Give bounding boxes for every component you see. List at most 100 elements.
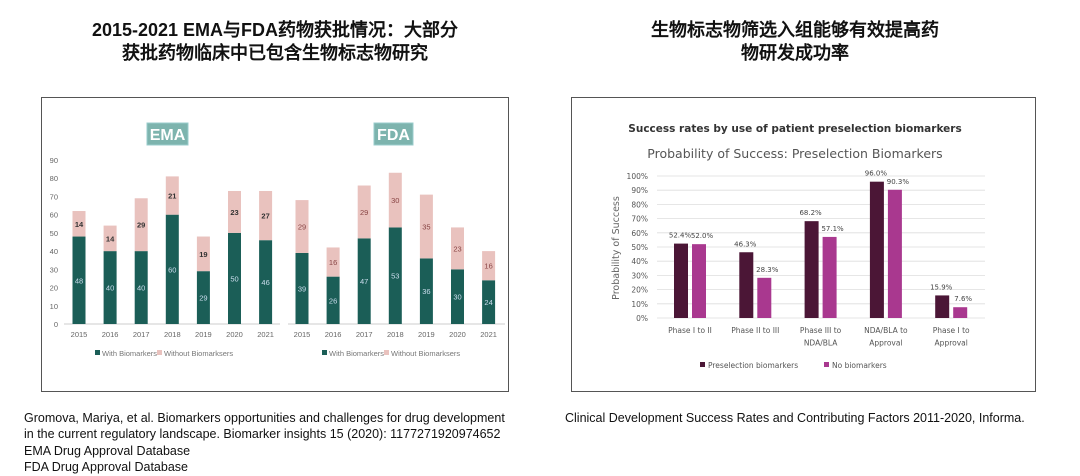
caption-line: FDA Drug Approval Database	[24, 459, 188, 474]
y-tick-label: 10%	[631, 300, 648, 309]
chart-header: Success rates by use of patient preselec…	[628, 123, 961, 135]
data-label: 40	[137, 284, 145, 293]
left-caption: Gromova, Mariya, et al. Biomarkers oppor…	[24, 410, 505, 475]
x-tick-label: Approval	[935, 339, 968, 348]
caption-line: EMA Drug Approval Database	[24, 443, 191, 458]
right-title: 生物标志物筛选入组能够有效提高药 物研发成功率	[570, 19, 1020, 65]
bar-without-biomarkers	[451, 227, 464, 270]
data-label: 90.3%	[887, 178, 910, 186]
caption-line: in the current regulatory landscape. Bio…	[24, 427, 501, 442]
bar-preselection	[804, 221, 819, 318]
legend-swatch	[700, 362, 705, 367]
y-tick-label: 100%	[627, 172, 648, 181]
data-label: 7.6%	[954, 295, 972, 303]
panel-badge-label: EMA	[150, 127, 186, 144]
x-tick-label: NDA/BLA	[804, 339, 838, 348]
x-tick-label: 2016	[325, 330, 342, 339]
x-tick-label: 2019	[195, 330, 212, 339]
bar-with-biomarkers	[165, 214, 179, 324]
bar-with-biomarkers	[419, 258, 433, 324]
legend-label: With Biomarkers	[102, 349, 157, 358]
y-tick-label: 0%	[636, 314, 648, 323]
bar-without-biomarkers	[326, 247, 340, 277]
x-tick-label: Phase I to II	[668, 326, 712, 335]
x-tick-label: 2018	[164, 330, 181, 339]
right-title-line: 生物标志物筛选入组能够有效提高药	[651, 20, 939, 40]
y-tick-label: 80%	[631, 200, 648, 209]
y-tick-label: 50%	[631, 243, 648, 252]
bar-with-biomarkers	[196, 271, 210, 324]
y-axis-label: Probability of Success	[611, 196, 622, 300]
data-label: 27	[261, 212, 269, 221]
x-tick-label: NDA/BLA to	[864, 326, 908, 335]
data-label: 46.3%	[734, 240, 757, 248]
bar-no-biomarkers	[757, 277, 772, 318]
x-tick-label: Phase II to III	[731, 326, 779, 335]
data-label: 19	[199, 250, 207, 259]
panel-badge-label: FDA	[377, 127, 410, 144]
data-label: 16	[484, 262, 492, 271]
bar-without-biomarkers	[388, 172, 402, 228]
bar-without-biomarkers	[103, 225, 117, 252]
x-tick-label: 2018	[387, 330, 404, 339]
bar-with-biomarkers	[451, 269, 464, 324]
bar-without-biomarkers	[357, 185, 371, 239]
x-tick-label: 2021	[480, 330, 497, 339]
bar-without-biomarkers	[295, 200, 309, 253]
data-label: 96.0%	[865, 170, 888, 178]
y-tick-label: 40	[50, 247, 58, 256]
data-label: 24	[484, 298, 492, 307]
legend-swatch	[95, 350, 100, 355]
data-label: 30	[453, 293, 461, 302]
legend-swatch	[157, 350, 162, 355]
x-tick-label: 2015	[294, 330, 311, 339]
left-title-line: 2015-2021 EMA与FDA药物获批情况：大部分	[91, 20, 459, 40]
y-tick-label: 10	[50, 302, 58, 311]
data-label: 23	[453, 244, 461, 253]
y-tick-label: 90%	[631, 186, 648, 195]
bar-with-biomarkers	[103, 251, 117, 324]
legend-label: Without Biomarksers	[164, 349, 233, 358]
data-label: 16	[329, 258, 337, 267]
right-chart-panel	[571, 97, 1036, 392]
bar-no-biomarkers	[822, 236, 837, 318]
right-caption: Clinical Development Success Rates and C…	[565, 411, 1025, 425]
x-tick-label: 2021	[257, 330, 274, 339]
y-tick-label: 60%	[631, 229, 648, 238]
bar-without-biomarkers	[259, 190, 273, 241]
data-label: 29	[137, 221, 145, 230]
panel-badge	[146, 122, 189, 146]
bar-no-biomarkers	[953, 307, 968, 318]
bar-preselection	[869, 181, 884, 318]
data-label: 30	[391, 196, 399, 205]
data-label: 50	[230, 274, 238, 283]
bar-without-biomarkers	[228, 190, 241, 233]
bar-without-biomarkers	[196, 236, 210, 272]
bar-with-biomarkers	[326, 276, 340, 324]
y-tick-label: 90	[50, 156, 58, 165]
y-tick-label: 70%	[631, 215, 648, 224]
data-label: 48	[75, 276, 83, 285]
y-tick-label: 80	[50, 174, 58, 183]
bar-with-biomarkers	[295, 252, 309, 324]
data-label: 57.1%	[821, 225, 844, 233]
bar-with-biomarkers	[72, 236, 86, 324]
data-label: 26	[329, 296, 337, 305]
data-label: 68.2%	[799, 209, 822, 217]
bar-with-biomarkers	[134, 251, 148, 324]
y-tick-label: 50	[50, 229, 58, 238]
bar-preselection	[674, 243, 688, 318]
right-title-line: 物研发成功率	[741, 43, 849, 63]
chart-title: Probability of Success: Preselection Bio…	[647, 146, 942, 161]
data-label: 21	[168, 192, 176, 201]
y-tick-label: 20%	[631, 286, 648, 295]
data-label: 14	[75, 220, 84, 229]
bar-without-biomarkers	[134, 198, 148, 252]
data-label: 35	[422, 223, 430, 232]
bar-with-biomarkers	[228, 232, 241, 324]
x-tick-label: 2017	[356, 330, 373, 339]
x-tick-label: 2020	[226, 330, 243, 339]
x-tick-label: 2017	[133, 330, 150, 339]
y-tick-label: 30%	[631, 271, 648, 280]
